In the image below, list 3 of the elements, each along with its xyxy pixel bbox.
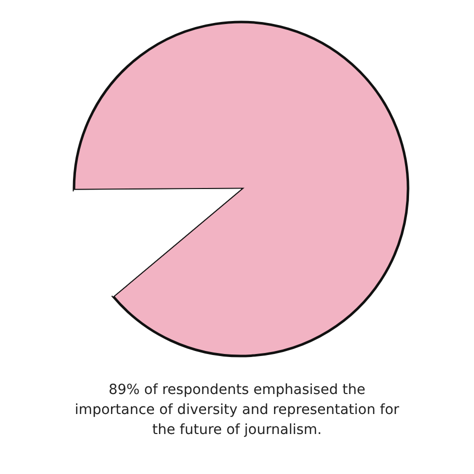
pie-slice bbox=[74, 188, 242, 297]
pie-slice bbox=[72, 20, 410, 358]
text: 89% of respondents emphasised the importance of diversity and representation for the future of journalism. bbox=[74, 381, 400, 440]
